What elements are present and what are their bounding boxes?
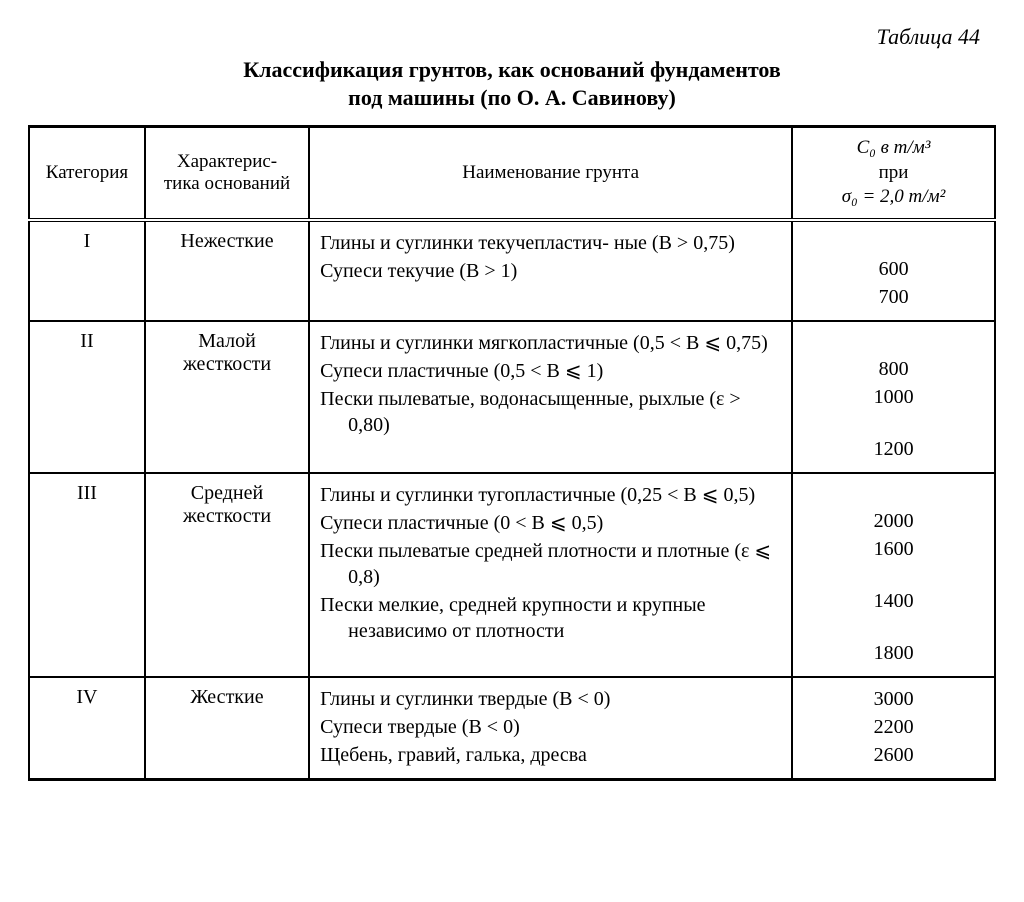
title-line-2: под машины (по О. А. Савинову) [348, 85, 676, 110]
cell-category: I [29, 220, 145, 321]
c0-value-item: 1000 [803, 384, 984, 410]
soil-name-item: Глины и суглинки твердые (B < 0) [320, 686, 781, 712]
cell-category: IV [29, 677, 145, 780]
cell-soil-names: Глины и суглинки мягкопластичные (0,5 < … [309, 321, 792, 473]
c0-value-item: 800 [803, 356, 984, 382]
soil-name-item: Пески пылеватые средней плотности и плот… [320, 538, 781, 590]
c0-value-item: 3000 [803, 686, 984, 712]
header-c0-line2: при [803, 161, 984, 186]
c0-value-item: 1400 [803, 588, 984, 614]
cell-c0-values: 600700 [792, 220, 995, 321]
soil-name-item: Глины и суглинки тугопластичные (0,25 < … [320, 482, 781, 508]
soil-name-item: Супеси пластичные (0,5 < B ⩽ 1) [320, 358, 781, 384]
c0-value-item: 1800 [803, 640, 984, 666]
cell-characteristic: Малой жесткости [145, 321, 309, 473]
cell-category: III [29, 473, 145, 677]
c0-value-item: 2600 [803, 742, 984, 768]
soil-name-item: Супеси текучие (B > 1) [320, 258, 781, 284]
table-body: IНежесткие Глины и суглинки текучепластич… [29, 220, 995, 780]
header-soil-name: Наименование грунта [309, 127, 792, 221]
table-number: Таблица 44 [28, 24, 996, 50]
cell-c0-values: 8001000 1200 [792, 321, 995, 473]
soil-name-item: Глины и суглинки текучепластич- ные (B >… [320, 230, 781, 256]
cell-characteristic: Жесткие [145, 677, 309, 780]
soil-name-item: Пески мелкие, средней крупности и крупны… [320, 592, 781, 644]
c0-value-item: 1200 [803, 436, 984, 462]
title-line-1: Классификация грунтов, как оснований фун… [243, 57, 781, 82]
cell-soil-names: Глины и суглинки текучепластич- ные (B >… [309, 220, 792, 321]
table-row: IVЖесткиеГлины и суглинки твердые (B < 0… [29, 677, 995, 780]
header-category: Категория [29, 127, 145, 221]
c0-value-item: 1600 [803, 536, 984, 562]
c0-value-item: 2000 [803, 508, 984, 534]
soil-name-item: Глины и суглинки мягкопластичные (0,5 < … [320, 330, 781, 356]
cell-soil-names: Глины и суглинки тугопластичные (0,25 < … [309, 473, 792, 677]
table-row: IIМалой жесткости Глины и суглинки мягкоп… [29, 321, 995, 473]
header-c0-line3: σ₀ = 2,0 т/м² [803, 185, 984, 210]
soil-name-item: Супеси твердые (B < 0) [320, 714, 781, 740]
soil-name-item: Пески пылеватые, водонасыщенные, рыхлые … [320, 386, 781, 438]
c0-value-item: 600 [803, 256, 984, 282]
c0-value-item: 2200 [803, 714, 984, 740]
cell-characteristic: Нежесткие [145, 220, 309, 321]
table-row: IIIСредней жесткости Глины и суглинки туг… [29, 473, 995, 677]
cell-characteristic: Средней жесткости [145, 473, 309, 677]
soil-classification-table: Категория Характерис- тика оснований Наи… [28, 125, 996, 781]
soil-name-item: Супеси пластичные (0 < B ⩽ 0,5) [320, 510, 781, 536]
table-row: IНежесткие Глины и суглинки текучепластич… [29, 220, 995, 321]
table-title: Классификация грунтов, как оснований фун… [28, 56, 996, 111]
header-c0: C₀ в т/м³ при σ₀ = 2,0 т/м² [792, 127, 995, 221]
cell-c0-values: 300022002600 [792, 677, 995, 780]
cell-soil-names: Глины и суглинки твердые (B < 0)Супеси т… [309, 677, 792, 780]
header-c0-line1: C₀ в т/м³ [803, 136, 984, 161]
c0-value-item: 700 [803, 284, 984, 310]
header-characteristic: Характерис- тика оснований [145, 127, 309, 221]
soil-name-item: Щебень, гравий, галька, дресва [320, 742, 781, 768]
cell-category: II [29, 321, 145, 473]
cell-c0-values: 20001600 1400 1800 [792, 473, 995, 677]
